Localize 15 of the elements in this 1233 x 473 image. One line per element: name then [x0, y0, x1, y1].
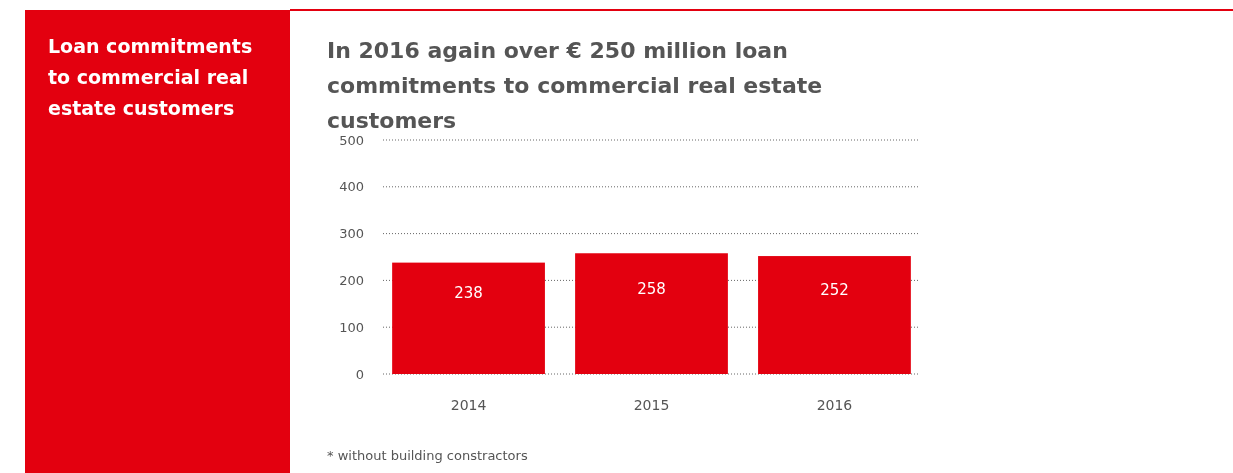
- data-label: 258: [637, 279, 666, 298]
- data-label: 252: [820, 281, 849, 300]
- y-tick-label: 100: [339, 319, 364, 335]
- data-label: 238: [454, 284, 483, 303]
- y-tick-label: 0: [355, 366, 364, 382]
- y-tick-label: 200: [339, 273, 364, 289]
- y-tick-label: 400: [339, 179, 364, 195]
- x-tick-label: 2014: [450, 396, 487, 413]
- x-tick-label: 2015: [633, 396, 670, 413]
- y-tick-label: 300: [339, 226, 364, 242]
- text: Loan commitments to commercial real estate customers: [48, 35, 253, 119]
- text: * without building constractors: [327, 448, 528, 463]
- y-tick-label: 500: [339, 132, 364, 148]
- chart-title: In 2016 again over € 250 million loan commitments to commercial real estate customers: [327, 38, 823, 133]
- x-tick-label: 2016: [816, 396, 853, 413]
